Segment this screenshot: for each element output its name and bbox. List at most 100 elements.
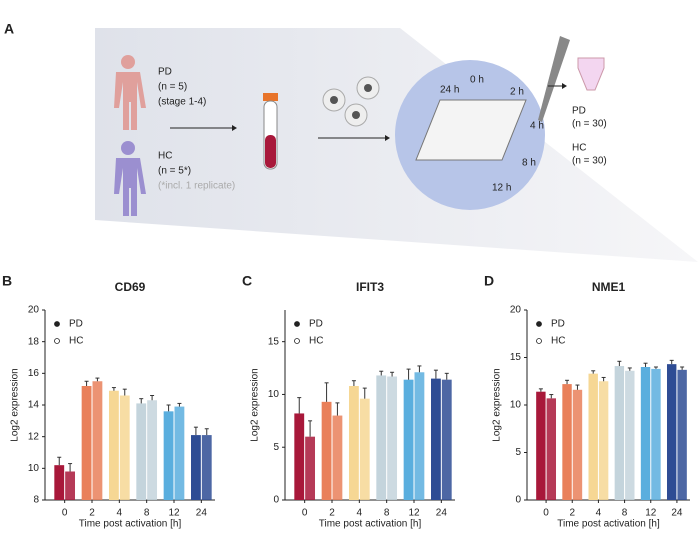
x-tick-label: 8 [384, 508, 390, 519]
hc-label: HC [158, 151, 172, 162]
bar [588, 373, 598, 500]
chart-title: CD69 [115, 280, 146, 294]
bar [348, 386, 359, 500]
bar [614, 366, 625, 500]
well-plate [415, 99, 527, 161]
legend-label: PD [309, 319, 323, 330]
bar [108, 390, 119, 500]
legend-marker [536, 338, 542, 344]
y-tick-label: 8 [33, 495, 39, 506]
bar [54, 465, 65, 500]
y-axis-label: Log2 expression [492, 368, 503, 441]
arrow-head [562, 83, 567, 89]
timepoint: 0 h [470, 75, 484, 86]
bar [430, 378, 441, 500]
bar [677, 369, 687, 500]
bar [174, 406, 185, 500]
y-tick-label: 14 [28, 400, 40, 411]
bar [147, 400, 158, 500]
y-tick-label: 10 [510, 400, 522, 411]
y-tick-label: 15 [510, 352, 522, 363]
y-tick-label: 0 [515, 495, 521, 506]
bar [92, 381, 103, 500]
cells [322, 76, 380, 127]
chart-title: IFIT3 [356, 280, 384, 294]
y-tick-label: 5 [515, 447, 521, 458]
out-hc-n: (n = 30) [572, 156, 607, 167]
x-axis-label: Time post activation [h] [319, 519, 422, 530]
bar [403, 379, 414, 500]
hc-person [114, 141, 146, 216]
bar [65, 471, 76, 500]
y-tick-label: 16 [28, 368, 40, 379]
bar [136, 403, 147, 500]
x-tick-label: 0 [543, 508, 549, 519]
out-pd-n: (n = 30) [572, 119, 607, 130]
bar [359, 398, 370, 500]
bar [666, 364, 677, 500]
x-tick-label: 12 [168, 508, 180, 519]
legend-label: PD [551, 319, 565, 330]
pd-label: PD [158, 67, 172, 78]
bar [294, 413, 305, 500]
y-tick-label: 10 [268, 389, 280, 400]
x-tick-label: 12 [645, 508, 657, 519]
y-tick-label: 12 [28, 431, 40, 442]
hc-n: (n = 5*) [158, 166, 191, 177]
y-axis-label: Log2 expression [250, 368, 261, 441]
arrow-head [232, 125, 237, 131]
legend-marker [294, 338, 300, 344]
x-tick-label: 4 [596, 508, 602, 519]
y-tick-label: 20 [510, 305, 522, 316]
out-pd-label: PD [572, 106, 586, 117]
bar [536, 391, 546, 500]
bar [387, 376, 398, 500]
bar [414, 372, 425, 500]
chart-title: NME1 [592, 280, 626, 294]
bar [305, 436, 316, 500]
bar [163, 411, 174, 500]
blood-tube [263, 93, 278, 170]
arrow-head [385, 135, 390, 141]
panel-letter: A [4, 21, 14, 37]
bar [572, 389, 583, 500]
bar [598, 381, 609, 500]
timepoint: 24 h [440, 85, 459, 96]
legend-marker [54, 338, 60, 344]
bar [441, 379, 452, 500]
bar [321, 401, 332, 500]
bar [562, 384, 572, 500]
y-tick-label: 15 [268, 336, 280, 347]
legend-label: HC [69, 336, 83, 347]
bar [190, 435, 201, 500]
legend-label: HC [551, 336, 565, 347]
bar [332, 415, 343, 500]
eppendorf-tube [577, 57, 605, 91]
x-tick-label: 24 [436, 508, 448, 519]
pipette [538, 36, 570, 122]
timepoint: 4 h [530, 121, 544, 132]
x-tick-label: 12 [408, 508, 420, 519]
timepoint: 2 h [510, 87, 524, 98]
legend-marker [536, 321, 542, 327]
legend-marker [54, 321, 60, 327]
panel-letter: D [484, 273, 494, 289]
x-tick-label: 2 [569, 508, 575, 519]
panel-letter: C [242, 273, 252, 289]
x-tick-label: 8 [144, 508, 150, 519]
bar [640, 367, 651, 500]
bar [625, 370, 635, 500]
pd-n: (n = 5) [158, 82, 187, 93]
x-tick-label: 4 [117, 508, 123, 519]
y-tick-label: 20 [28, 305, 40, 316]
legend-label: HC [309, 336, 323, 347]
x-axis-label: Time post activation [h] [557, 519, 660, 530]
out-hc-label: HC [572, 143, 586, 154]
legend-marker [294, 321, 300, 327]
panel-a: A PD (n = 5) (stage 1-4) HC (n = 5*) (*i… [4, 21, 698, 262]
y-tick-label: 10 [28, 463, 40, 474]
x-tick-label: 4 [357, 508, 363, 519]
x-tick-label: 0 [62, 508, 68, 519]
